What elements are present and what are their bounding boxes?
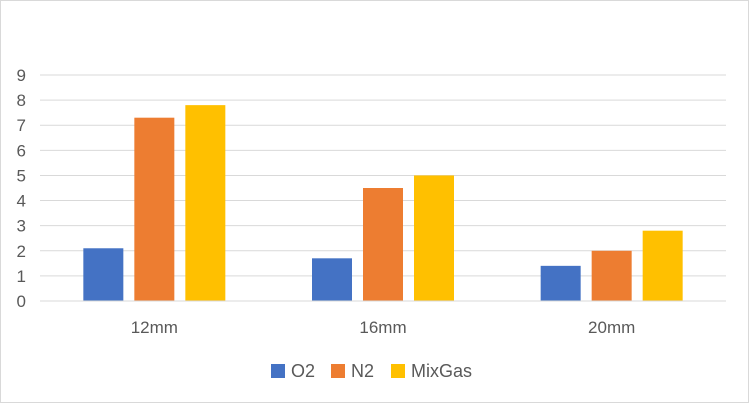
legend-label-n2: N2 [351, 361, 374, 381]
legend-label-mixgas: MixGas [411, 361, 472, 381]
y-tick-label: 9 [17, 66, 26, 85]
bar-mixgas-16mm [414, 175, 454, 301]
x-category-label: 16mm [359, 318, 406, 337]
bar-mixgas-20mm [642, 230, 683, 301]
y-tick-label: 8 [17, 91, 26, 110]
y-tick-label: 6 [17, 141, 26, 160]
bar-n2-16mm [363, 188, 403, 301]
y-tick-label: 3 [17, 217, 26, 236]
y-tick-label: 2 [17, 242, 26, 261]
y-tick-label: 0 [17, 292, 26, 311]
legend-label-o2: O2 [291, 361, 315, 381]
legend-swatch-mixgas [391, 364, 405, 378]
bar-n2-20mm [591, 250, 632, 301]
legend-swatch-n2 [331, 364, 345, 378]
bar-o2-16mm [312, 258, 352, 301]
bar-n2-12mm [134, 117, 175, 301]
legend: O2 N2 MixGas [271, 361, 472, 381]
x-category-label: 20mm [588, 318, 635, 337]
bar-o2-20mm [540, 265, 581, 301]
legend-swatch-o2 [271, 364, 285, 378]
y-axis-ticks: 0 1 2 3 4 5 6 7 8 9 [17, 66, 26, 311]
bar-o2-12mm [83, 248, 124, 301]
y-tick-label: 7 [17, 116, 26, 135]
x-category-label: 12mm [131, 318, 178, 337]
bars [83, 105, 683, 301]
y-tick-label: 5 [17, 166, 26, 185]
x-axis-categories: 12mm 16mm 20mm [131, 318, 636, 337]
bar-mixgas-12mm [185, 105, 226, 301]
y-tick-label: 1 [17, 267, 26, 286]
y-tick-label: 4 [17, 192, 26, 211]
